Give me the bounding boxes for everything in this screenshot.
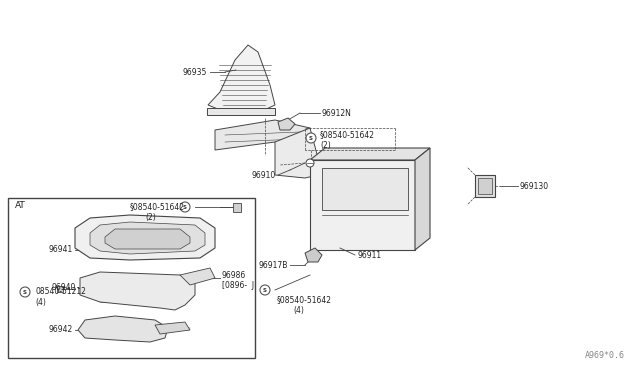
Text: AT: AT (15, 201, 26, 209)
Text: 96911: 96911 (357, 250, 381, 260)
Text: 96986: 96986 (222, 270, 246, 279)
Text: 969130: 969130 (520, 182, 549, 190)
Polygon shape (310, 148, 430, 160)
Text: (2): (2) (320, 141, 331, 150)
Polygon shape (80, 272, 195, 310)
Polygon shape (233, 203, 241, 212)
Polygon shape (278, 118, 295, 130)
Text: 96940: 96940 (52, 283, 76, 292)
Text: [0896-  J: [0896- J (222, 280, 254, 289)
Text: 96942: 96942 (49, 326, 73, 334)
Polygon shape (475, 175, 495, 197)
Text: (4): (4) (293, 305, 304, 314)
Text: §08540-51642: §08540-51642 (277, 295, 332, 305)
Text: 96912N: 96912N (322, 109, 352, 118)
Circle shape (180, 202, 190, 212)
Polygon shape (322, 168, 408, 210)
Circle shape (306, 159, 314, 167)
Text: 96910: 96910 (252, 170, 276, 180)
Polygon shape (90, 222, 205, 254)
Circle shape (260, 285, 270, 295)
Text: 96917B: 96917B (259, 260, 288, 269)
Polygon shape (310, 160, 415, 250)
Circle shape (20, 287, 30, 297)
Text: S: S (309, 135, 313, 141)
Polygon shape (155, 322, 190, 334)
Polygon shape (305, 248, 322, 262)
Polygon shape (75, 215, 215, 260)
Text: (2): (2) (145, 212, 156, 221)
Polygon shape (207, 108, 275, 115)
Polygon shape (478, 178, 492, 194)
Polygon shape (78, 316, 168, 342)
Polygon shape (57, 286, 63, 292)
Bar (8, 198, 255, 358)
Polygon shape (105, 229, 190, 249)
Text: §08540-51642: §08540-51642 (320, 131, 375, 140)
Text: §08540-51642: §08540-51642 (130, 202, 185, 212)
Text: 08540-51212: 08540-51212 (35, 288, 86, 296)
Polygon shape (275, 128, 318, 178)
Circle shape (306, 133, 316, 143)
Text: S: S (183, 205, 187, 209)
Text: (4): (4) (35, 298, 46, 307)
Text: S: S (23, 289, 27, 295)
Polygon shape (180, 268, 215, 285)
Text: 96935: 96935 (182, 67, 207, 77)
Polygon shape (208, 45, 275, 112)
Text: 96941: 96941 (49, 246, 73, 254)
Text: S: S (263, 288, 267, 292)
Polygon shape (415, 148, 430, 250)
Text: A969*0.6: A969*0.6 (585, 351, 625, 360)
Polygon shape (215, 120, 310, 150)
